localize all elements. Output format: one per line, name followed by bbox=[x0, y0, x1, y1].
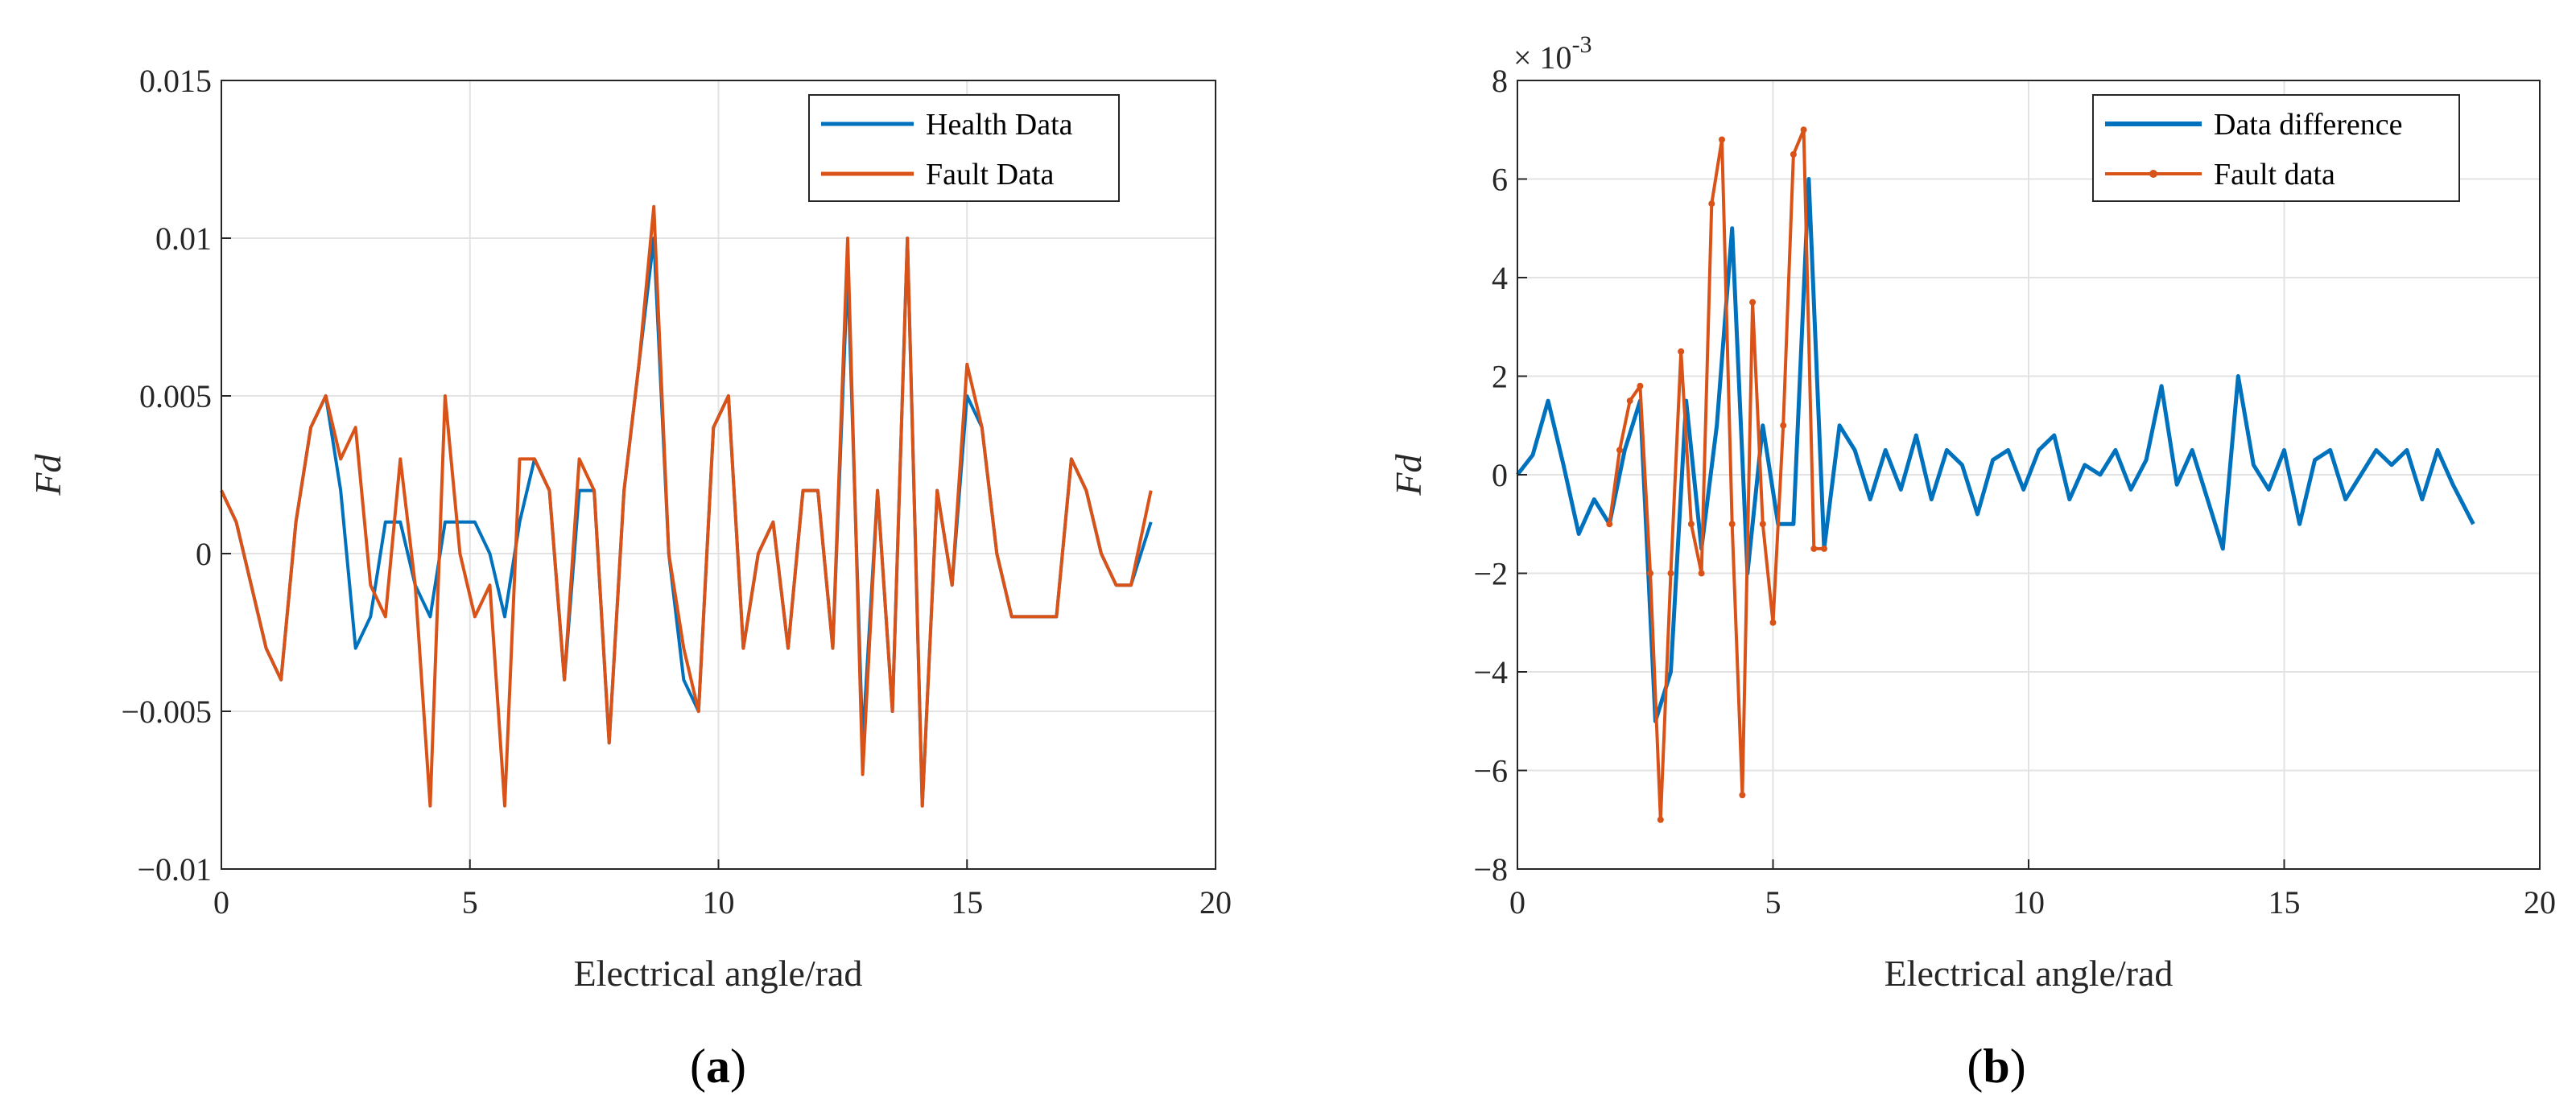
fault-data-point bbox=[1749, 299, 1757, 306]
y-tick-label: 4 bbox=[1492, 260, 1508, 296]
legend-a: Health Data Fault Data bbox=[808, 94, 1120, 202]
panel-letter-b: b bbox=[1983, 1040, 2009, 1093]
panel-letter-a: a bbox=[706, 1040, 730, 1093]
fault-data-point bbox=[1667, 570, 1674, 577]
x-tick-label: 10 bbox=[2013, 884, 2045, 921]
y-tick-label: −2 bbox=[1473, 556, 1508, 592]
y-tick-label: −0.01 bbox=[137, 851, 212, 888]
scale-label-b: × 10-3 bbox=[1513, 31, 1592, 76]
fault-data-point bbox=[1698, 570, 1705, 577]
scale-multiplier-b: × 10 bbox=[1513, 39, 1572, 76]
fault-data-point bbox=[1678, 348, 1685, 355]
series-lines-b bbox=[1516, 126, 2475, 823]
grid-a bbox=[221, 80, 1216, 869]
y-tick-label: 0.005 bbox=[139, 378, 212, 414]
fault-data-point bbox=[1769, 619, 1777, 626]
y-tick-label: 2 bbox=[1492, 359, 1508, 395]
legend-box-b bbox=[2092, 94, 2460, 202]
fault-data-point bbox=[1657, 816, 1664, 823]
y-tick-label: −8 bbox=[1473, 851, 1508, 888]
y-tick-label: 6 bbox=[1492, 162, 1508, 198]
y-tick-label: −4 bbox=[1473, 654, 1508, 690]
fault-data-point bbox=[1759, 521, 1766, 528]
x-tick-label: 15 bbox=[2268, 884, 2301, 921]
fault-data-point bbox=[1616, 447, 1623, 454]
legend-b: Data difference Fault data bbox=[2092, 94, 2460, 202]
series-lines-a bbox=[220, 204, 1153, 808]
series-line-health-data bbox=[220, 237, 1153, 808]
x-tick-label: 15 bbox=[951, 884, 983, 921]
x-tick-label: 5 bbox=[1765, 884, 1781, 921]
y-axis-label-b: Fd bbox=[1388, 453, 1429, 496]
x-ticks-b: 0 5 10 15 20 bbox=[1509, 859, 2556, 921]
legend-marker-faultdata bbox=[2149, 170, 2157, 178]
fault-data-point bbox=[1780, 422, 1787, 429]
series-line-fault-data bbox=[220, 204, 1153, 808]
series-line-fault-data bbox=[1608, 128, 1824, 822]
y-tick-label: 0 bbox=[1492, 457, 1508, 493]
y-tick-label: 0.015 bbox=[139, 63, 212, 99]
x-axis-label-b: Electrical angle/rad bbox=[1885, 953, 2174, 994]
y-tick-label: 8 bbox=[1492, 63, 1508, 99]
y-tick-label: −6 bbox=[1473, 753, 1508, 789]
fault-data-point bbox=[1739, 792, 1746, 799]
x-tick-label: 5 bbox=[462, 884, 478, 921]
panel-caption-b: (b) bbox=[1967, 1040, 2025, 1093]
legend-label-health: Health Data bbox=[926, 108, 1073, 142]
chart-panel-a: 0 5 10 15 20 −0.01 −0.005 0 0.005 0.01 0.015 Elec… bbox=[27, 63, 1232, 1093]
x-ticks-a: 0 5 10 15 20 bbox=[213, 859, 1232, 921]
y-ticks-b: −8 −6 −4 −2 0 2 4 6 8 bbox=[1473, 63, 1527, 888]
y-tick-label: 0.01 bbox=[155, 220, 212, 257]
fault-data-point bbox=[1647, 570, 1654, 577]
series-line-data-difference bbox=[1516, 177, 2475, 723]
scale-exponent-b: -3 bbox=[1572, 31, 1592, 58]
fault-data-point bbox=[1637, 382, 1644, 389]
x-tick-label: 10 bbox=[703, 884, 735, 921]
legend-label-faultdata: Fault data bbox=[2214, 158, 2335, 192]
fault-data-point bbox=[1708, 200, 1715, 208]
chart-panel-b: 0 5 10 15 20 −8 −6 −4 −2 0 2 4 6 8 × 10-3 Electrical… bbox=[1388, 31, 2556, 1093]
legend-box-a bbox=[808, 94, 1120, 202]
legend-label-difference: Data difference bbox=[2214, 108, 2403, 142]
y-tick-label: 0 bbox=[196, 536, 212, 572]
y-axis-label-a: Fd bbox=[27, 453, 68, 496]
x-tick-label: 0 bbox=[1509, 884, 1525, 921]
legend-label-fault: Fault Data bbox=[926, 158, 1054, 192]
fault-data-point bbox=[1626, 397, 1633, 405]
fault-data-point bbox=[1800, 126, 1807, 134]
x-tick-label: 20 bbox=[1199, 884, 1232, 921]
fault-data-point bbox=[1606, 521, 1613, 528]
fault-data-point bbox=[1810, 545, 1818, 552]
y-ticks-a: −0.01 −0.005 0 0.005 0.01 0.015 bbox=[121, 63, 231, 888]
fault-data-point bbox=[1728, 521, 1736, 528]
fault-data-point bbox=[1790, 150, 1797, 158]
x-tick-label: 0 bbox=[213, 884, 229, 921]
x-tick-label: 20 bbox=[2524, 884, 2556, 921]
panel-caption-a: (a) bbox=[690, 1040, 746, 1093]
fault-data-point bbox=[1821, 545, 1827, 552]
x-axis-label-a: Electrical angle/rad bbox=[574, 953, 863, 994]
fault-data-point bbox=[1719, 136, 1725, 143]
y-tick-label: −0.005 bbox=[121, 694, 212, 730]
fault-data-point bbox=[1687, 521, 1695, 528]
